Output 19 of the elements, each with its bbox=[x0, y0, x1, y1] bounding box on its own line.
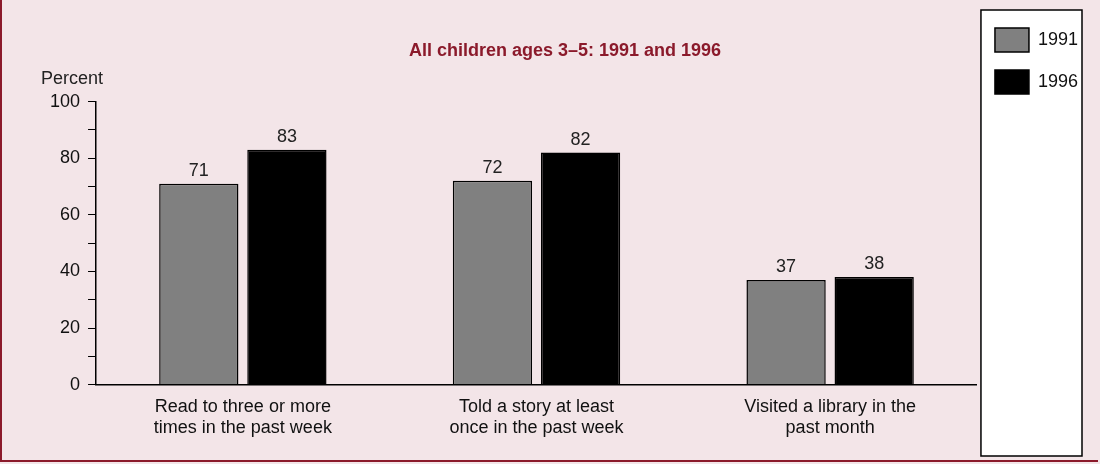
data-label: 71 bbox=[188, 159, 209, 180]
data-label: 82 bbox=[570, 128, 591, 149]
x-tick-label: Visited a library in the past month bbox=[744, 395, 917, 437]
y-tick-label: 80 bbox=[60, 147, 81, 168]
y-tick-label: 100 bbox=[49, 90, 81, 111]
data-label: 37 bbox=[776, 255, 797, 276]
x-tick-label: Read to three or more times in the past week bbox=[153, 395, 333, 437]
data-label: 83 bbox=[276, 125, 297, 146]
legend-label: 1991 bbox=[1037, 28, 1078, 49]
y-tick-label: 0 bbox=[70, 373, 81, 394]
legend-label: 1996 bbox=[1037, 70, 1078, 91]
y-tick-label: 20 bbox=[60, 316, 81, 337]
y-axis-title: Percent bbox=[40, 67, 104, 88]
y-tick-label: 40 bbox=[60, 260, 81, 281]
chart-title: All children ages 3–5: 1991 and 1996 bbox=[408, 39, 722, 60]
data-label: 72 bbox=[482, 156, 503, 177]
data-label: 38 bbox=[864, 253, 885, 274]
x-tick-label: Told a story at least once in the past week bbox=[449, 395, 625, 437]
y-tick-label: 60 bbox=[60, 203, 81, 224]
